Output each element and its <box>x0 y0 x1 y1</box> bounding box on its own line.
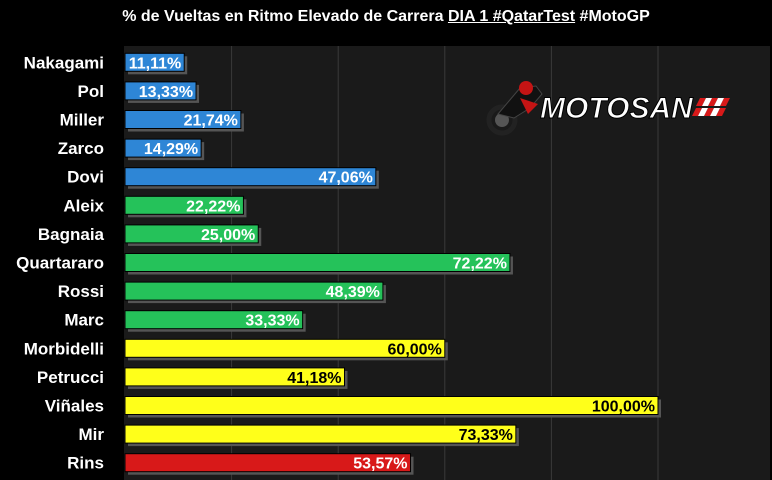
logo-text: MOTOSAN <box>540 92 694 125</box>
category-label: Bagnaia <box>38 225 105 244</box>
value-label: 60,00% <box>388 341 442 358</box>
value-label: 25,00% <box>201 227 255 244</box>
category-label: Dovi <box>67 168 104 187</box>
value-label: 22,22% <box>186 198 240 215</box>
category-label: Marc <box>64 311 104 330</box>
motorbike-rider-icon <box>486 81 543 136</box>
category-label: Morbidelli <box>24 339 104 358</box>
value-label: 73,33% <box>459 427 513 444</box>
bar <box>124 110 242 129</box>
value-label: 33,33% <box>245 313 299 330</box>
value-label: 47,06% <box>319 170 373 187</box>
category-label: Quartararo <box>16 254 104 273</box>
bars: Nakagami 11,11% Pol 13,33% Miller 21,74% Zarco… <box>16 52 661 475</box>
bar <box>124 453 412 473</box>
category-label: Miller <box>60 111 105 130</box>
value-label: 13,33% <box>139 84 193 101</box>
value-label: 11,11% <box>129 55 182 72</box>
bar <box>124 224 259 244</box>
bar <box>124 253 511 272</box>
category-label: Pol <box>78 82 104 101</box>
bar <box>124 52 185 72</box>
bar <box>124 81 197 101</box>
value-label: 14,29% <box>144 141 198 158</box>
category-label: Nakagami <box>24 53 104 72</box>
title-suffix: #MotoGP <box>575 8 650 25</box>
bar <box>124 195 244 215</box>
title-prefix: % de Vueltas en Ritmo Elevado de Carrera <box>122 8 448 25</box>
bar <box>124 396 659 415</box>
bar <box>124 310 304 330</box>
category-label: Petrucci <box>37 368 104 387</box>
chart-title: % de Vueltas en Ritmo Elevado de Carrera… <box>0 8 772 26</box>
bar <box>124 281 384 301</box>
value-label: 21,74% <box>184 113 238 130</box>
category-label: Zarco <box>58 139 104 158</box>
value-label: 100,00% <box>592 399 655 416</box>
category-label: Aleix <box>63 196 104 215</box>
category-label: Rossi <box>58 282 104 301</box>
category-label: Rins <box>67 454 104 473</box>
bar <box>124 338 446 358</box>
bar <box>124 138 202 158</box>
value-label: 72,22% <box>453 256 507 273</box>
title-highlight: DIA 1 #QatarTest <box>447 8 576 25</box>
category-label: Viñales <box>45 397 104 416</box>
value-label: 48,39% <box>326 284 380 301</box>
bar <box>124 167 377 187</box>
value-label: 53,57% <box>353 456 407 473</box>
category-label: Mir <box>79 425 105 444</box>
value-label: 41,18% <box>287 370 341 387</box>
checkered-flag-icon <box>692 98 730 116</box>
bar <box>124 367 345 387</box>
bar <box>124 424 517 444</box>
motosan-logo: MOTOSAN <box>486 81 730 136</box>
